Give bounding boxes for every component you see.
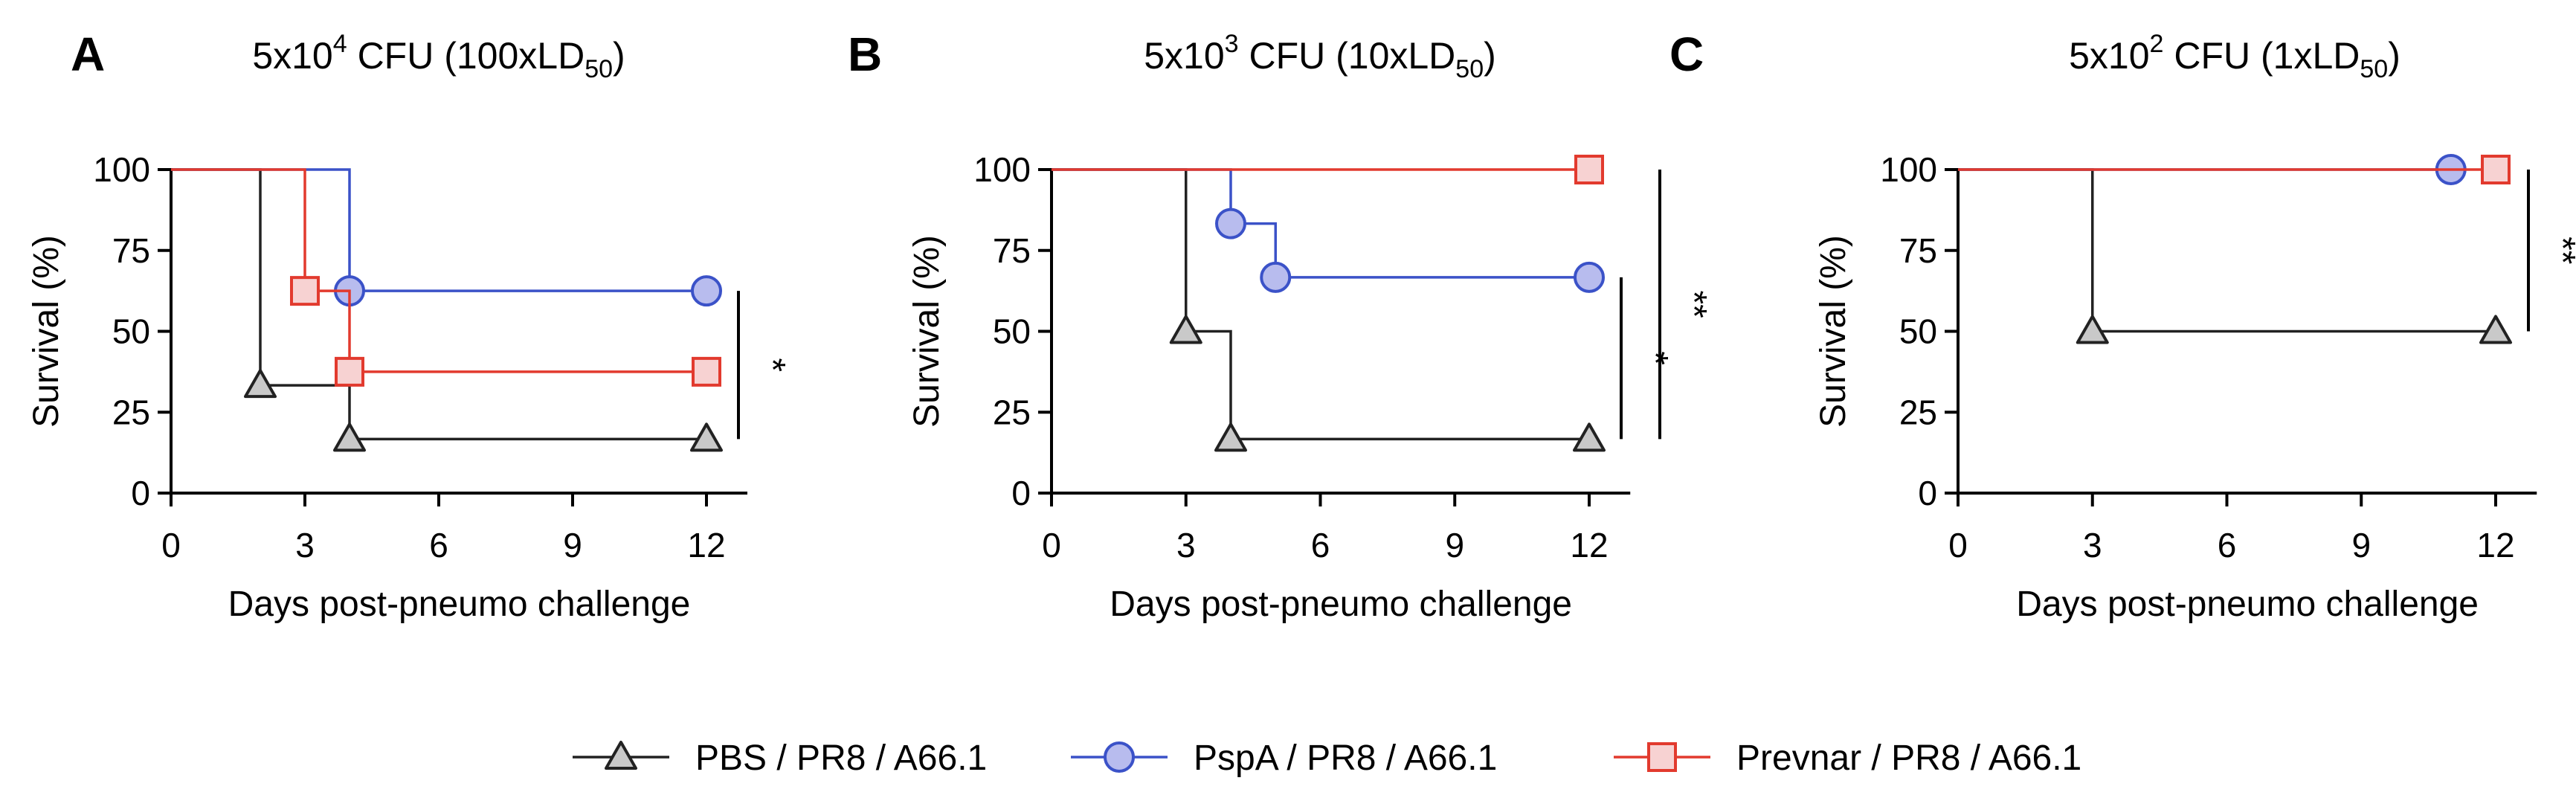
x-tick-label: 0 (1948, 526, 1968, 564)
x-tick-label: 6 (2218, 526, 2237, 564)
series-line (171, 168, 706, 292)
y-tick-label: 100 (1880, 150, 1937, 189)
legend-label: PBS / PR8 / A66.1 (695, 739, 987, 778)
significance-label: ** (2543, 236, 2576, 264)
y-tick-label: 75 (993, 231, 1031, 270)
series-line (171, 168, 706, 373)
panel-letter: A (71, 28, 105, 81)
significance-label: * (1635, 351, 1675, 365)
data-point (1574, 261, 1605, 293)
data-point (2076, 315, 2109, 344)
y-tick-label: 25 (112, 393, 150, 431)
x-tick-label: 9 (1445, 526, 1464, 564)
data-point (1260, 261, 1292, 293)
x-tick-label: 3 (295, 526, 315, 564)
y-tick-label: 50 (993, 312, 1031, 351)
data-point (691, 275, 722, 307)
series-prevnar-pr8-a66-1 (1958, 155, 2511, 184)
data-point (244, 369, 277, 399)
legend-marker-circle-icon (1104, 741, 1135, 773)
y-tick-label: 25 (1899, 393, 1937, 431)
legend-item-prevnar-pr8-a66-1: Prevnar / PR8 / A66.1 (1614, 739, 2081, 778)
data-point (333, 422, 366, 452)
x-tick-label: 6 (429, 526, 448, 564)
data-point (1214, 422, 1247, 452)
data-point (1573, 422, 1606, 452)
y-tick-label: 75 (112, 231, 150, 270)
significance-label: * (753, 358, 792, 372)
series-prevnar-pr8-a66-1 (1052, 155, 1604, 184)
y-axis-label: Survival (%) (27, 235, 66, 428)
x-tick-label: 12 (2476, 526, 2514, 564)
y-tick-label: 100 (973, 150, 1031, 189)
x-tick-label: 9 (563, 526, 582, 564)
data-point (2481, 155, 2511, 184)
x-tick-label: 3 (1176, 526, 1196, 564)
series-pspa-pr8-a66-1 (171, 168, 722, 307)
panel-letter: B (848, 28, 882, 81)
data-point (1574, 155, 1604, 184)
series-line (1052, 168, 1589, 441)
x-tick-label: 3 (2083, 526, 2102, 564)
x-axis-label: Days post-pneumo challenge (2016, 585, 2479, 624)
legend-label: Prevnar / PR8 / A66.1 (1736, 739, 2081, 778)
data-point (290, 276, 320, 306)
panel-b: B 5x103 CFU (10xLD50) 0 25 50 75 100 0 3 6 9 12 Days… (848, 28, 1713, 624)
y-tick-label: 0 (131, 474, 150, 512)
series-line (1958, 168, 2496, 333)
legend-label: PspA / PR8 / A66.1 (1194, 739, 1497, 778)
data-point (335, 356, 364, 387)
legend-marker-triangle-icon (605, 741, 637, 770)
panel-title: 5x102 CFU (1xLD50) (2069, 30, 2400, 83)
series-pbs-pr8-a66-1 (1958, 168, 2512, 344)
panel-title: 5x103 CFU (10xLD50) (1144, 30, 1496, 83)
data-point (2479, 315, 2512, 344)
y-tick-label: 25 (993, 393, 1031, 431)
y-tick-label: 50 (112, 312, 150, 351)
series-line (171, 168, 706, 441)
data-point (690, 422, 723, 452)
x-tick-label: 0 (161, 526, 181, 564)
y-tick-label: 75 (1899, 231, 1937, 270)
series-pspa-pr8-a66-1 (1052, 168, 1605, 293)
series-pbs-pr8-a66-1 (1052, 168, 1606, 452)
legend-item-pspa-pr8-a66-1: PspA / PR8 / A66.1 (1071, 739, 1497, 778)
panel-letter: C (1669, 28, 1704, 81)
data-point (692, 356, 721, 387)
legend: PBS / PR8 / A66.1 PspA / PR8 / A66.1 Prevn… (573, 739, 2081, 778)
significance-label: ** (1674, 290, 1713, 318)
legend-item-pbs-pr8-a66-1: PBS / PR8 / A66.1 (573, 739, 987, 778)
y-axis-label: Survival (%) (1814, 235, 1853, 428)
x-axis-label: Days post-pneumo challenge (1110, 585, 1572, 624)
series-prevnar-pr8-a66-1 (171, 168, 721, 387)
panel-a: A 5x104 CFU (100xLD50) 0 25 50 75 100 0 3 6 9 12 Day… (27, 28, 792, 624)
x-tick-label: 12 (1570, 526, 1608, 564)
panel-c: C 5x102 CFU (1xLD50) 0 25 50 75 100 0 3 6 9 12 Days … (1669, 28, 2576, 624)
panel-title: 5x104 CFU (100xLD50) (252, 30, 625, 83)
y-tick-label: 100 (93, 150, 150, 189)
y-axis-label: Survival (%) (907, 235, 947, 428)
legend-marker-square-icon (1647, 742, 1677, 772)
y-tick-label: 50 (1899, 312, 1937, 351)
x-axis-label: Days post-pneumo challenge (228, 585, 691, 624)
x-tick-label: 0 (1042, 526, 1061, 564)
data-point (1169, 315, 1202, 344)
series-pbs-pr8-a66-1 (171, 168, 723, 452)
y-tick-label: 0 (1011, 474, 1031, 512)
y-tick-label: 0 (1918, 474, 1937, 512)
x-tick-label: 6 (1311, 526, 1330, 564)
series-line (1052, 168, 1589, 279)
x-tick-label: 9 (2351, 526, 2371, 564)
data-point (1215, 207, 1246, 239)
x-tick-label: 12 (687, 526, 725, 564)
